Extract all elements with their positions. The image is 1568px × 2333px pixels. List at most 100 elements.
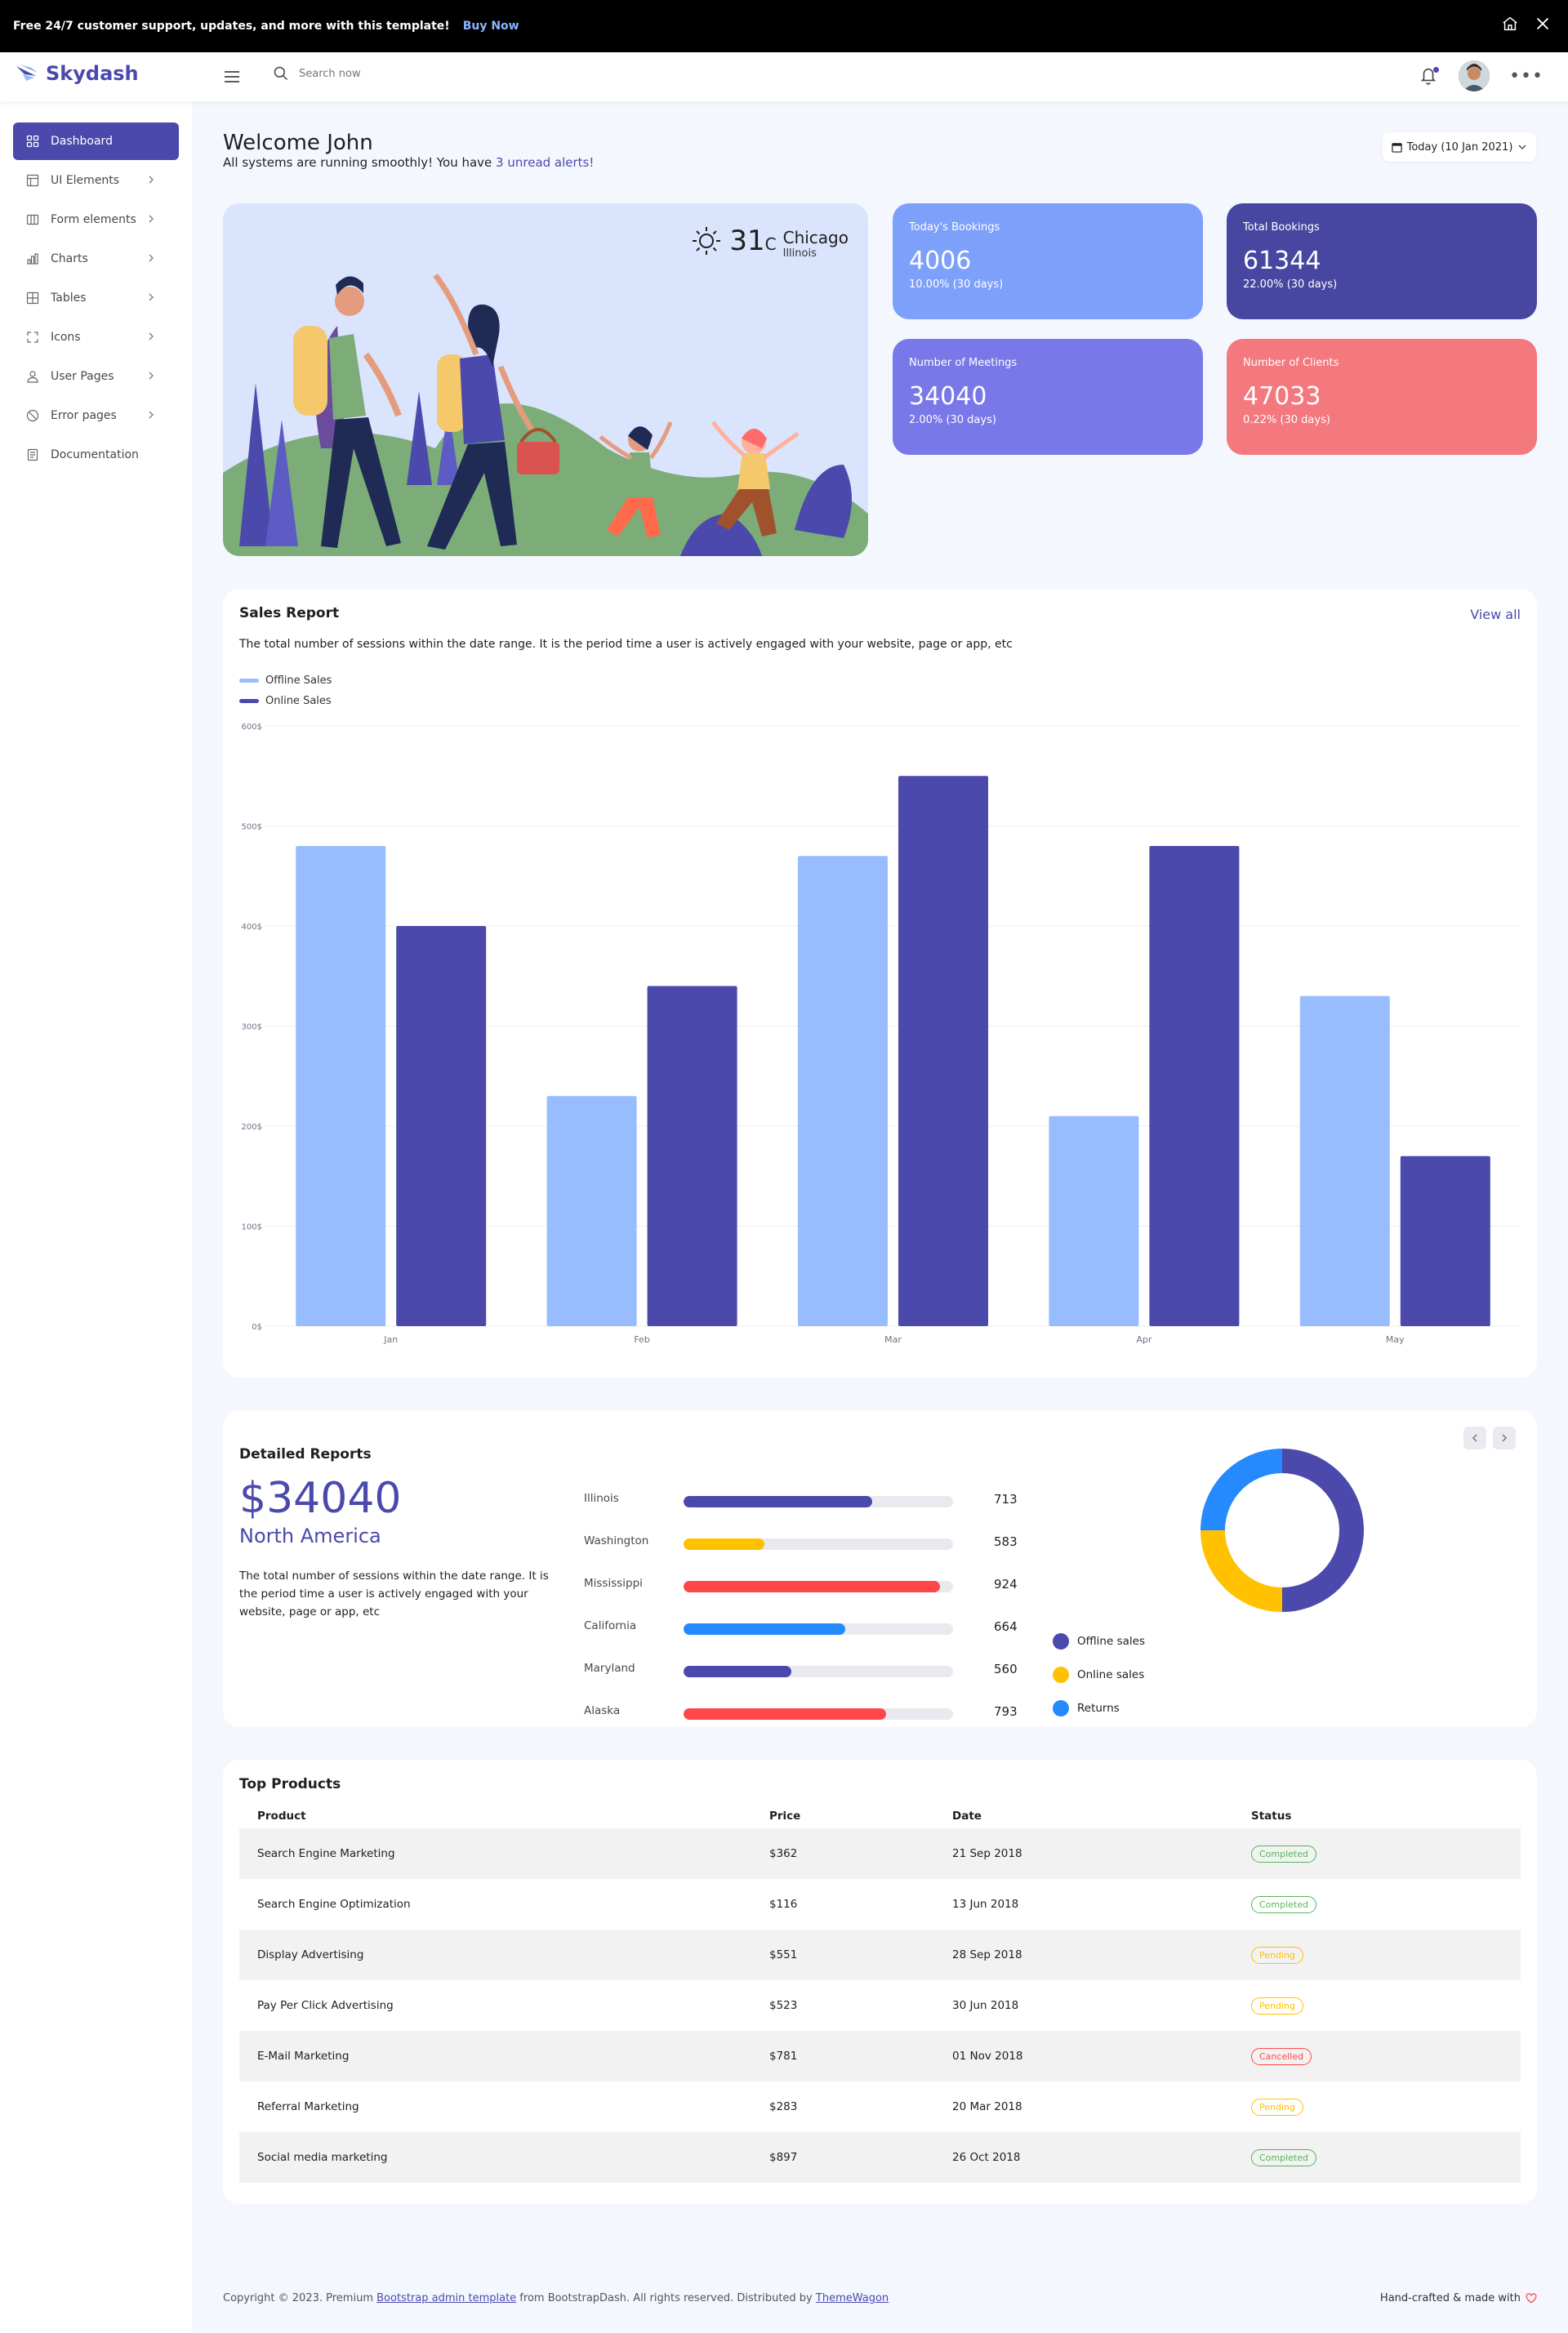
region-progress-fill: [684, 1538, 764, 1550]
status-badge: Completed: [1251, 1845, 1316, 1863]
legend-swatch: [239, 699, 259, 703]
promo-banner: Free 24/7 customer support, updates, and…: [0, 0, 1568, 52]
chevron-right-icon: [149, 332, 154, 341]
bar-online-feb[interactable]: [647, 986, 737, 1327]
stat-subtext: 22.00% (30 days): [1243, 278, 1338, 291]
status-badge: Completed: [1251, 1895, 1316, 1913]
heart-icon: [1526, 2293, 1537, 2304]
bar-offline-may[interactable]: [1299, 995, 1390, 1326]
sidebar-item-tables[interactable]: Tables: [13, 279, 179, 317]
view-all-link[interactable]: View all: [1470, 607, 1521, 622]
stat-label: Number of Clients: [1243, 357, 1339, 369]
table-header-row: Product Price Date Status: [239, 1804, 1521, 1828]
carousel-prev-button[interactable]: [1463, 1427, 1486, 1449]
cell-status: Cancelled: [1233, 2031, 1521, 2081]
cell-price: $897: [751, 2132, 934, 2183]
bar-offline-mar[interactable]: [798, 856, 888, 1326]
bar-online-apr[interactable]: [1149, 846, 1240, 1326]
date-label: Today (10 Jan 2021): [1406, 140, 1513, 154]
donut-segment-offline-sales[interactable]: [1282, 1449, 1364, 1612]
sidebar-item-documentation[interactable]: Documentation: [13, 436, 179, 474]
bar-offline-feb[interactable]: [546, 1096, 637, 1326]
donut-legend-label: Offline sales: [1077, 1634, 1145, 1648]
y-tick-label: 600$: [242, 723, 262, 732]
bar-online-mar[interactable]: [898, 776, 988, 1326]
date-dropdown-button[interactable]: Today (10 Jan 2021): [1383, 132, 1536, 162]
region-progress-fill: [684, 1581, 940, 1592]
cell-status: Pending: [1233, 1980, 1521, 2031]
region-value: 583: [994, 1534, 1018, 1549]
cell-date: 28 Sep 2018: [934, 1930, 1233, 1980]
donut-legend-dot: [1053, 1632, 1069, 1650]
region-name: Illinois: [584, 1492, 619, 1505]
chevron-right-icon: [149, 215, 154, 223]
sidebar-item-label: Charts: [51, 252, 88, 265]
sidebar-item-dashboard[interactable]: Dashboard: [13, 122, 179, 160]
stat-label: Total Bookings: [1243, 221, 1320, 234]
donut-legend-item: Returns: [1053, 1691, 1145, 1725]
donut-segment-returns[interactable]: [1200, 1449, 1282, 1530]
column-header-status: Status: [1251, 1810, 1292, 1823]
status-badge: Pending: [1251, 2098, 1303, 2116]
bar-online-may[interactable]: [1400, 1155, 1490, 1326]
region-progress-track: [684, 1581, 953, 1592]
home-icon[interactable]: [1501, 15, 1519, 33]
cell-price: $781: [751, 2031, 934, 2081]
menu-toggle-icon[interactable]: [222, 69, 242, 85]
cell-price: $283: [769, 2100, 798, 2113]
donut-segment-online-sales[interactable]: [1200, 1530, 1282, 1612]
region-value: 924: [994, 1577, 1018, 1592]
sidebar-item-user-pages[interactable]: User Pages: [13, 358, 179, 395]
weather-card: 31C Chicago Illinois: [223, 203, 868, 556]
region-progress-track: [684, 1708, 953, 1720]
user-avatar[interactable]: [1459, 60, 1490, 91]
notifications-button[interactable]: [1419, 65, 1440, 87]
footer-copyright-middle: from BootstrapDash. All rights reserved.…: [516, 2292, 816, 2304]
y-tick-label: 200$: [242, 1123, 262, 1132]
sidebar-item-error-pages[interactable]: Error pages: [13, 397, 179, 434]
sidebar-item-label: Form elements: [51, 213, 136, 226]
unread-alerts-link[interactable]: 3 unread alerts!: [496, 155, 595, 170]
close-icon[interactable]: [1534, 15, 1552, 33]
table-row: Search Engine Marketing $362 21 Sep 2018 Co…: [239, 1828, 1521, 1879]
welcome-title: Welcome John: [223, 131, 373, 155]
promo-text: Free 24/7 customer support, updates, and…: [13, 20, 450, 33]
search-input[interactable]: [299, 67, 544, 80]
buy-now-link[interactable]: Buy Now: [462, 20, 519, 33]
bar-online-jan[interactable]: [396, 926, 487, 1326]
region-progress-track: [684, 1496, 953, 1507]
footer-themewagon-link[interactable]: ThemeWagon: [815, 2292, 889, 2304]
temperature-unit: C: [764, 234, 777, 254]
footer-template-link[interactable]: Bootstrap admin template: [376, 2292, 517, 2304]
region-value: 664: [994, 1619, 1018, 1634]
sidebar-item-ui-elements[interactable]: UI Elements: [13, 162, 179, 199]
stat-subtext: 2.00% (30 days): [909, 414, 996, 426]
notification-dot: [1433, 67, 1440, 73]
sidebar-item-form-elements[interactable]: Form elements: [13, 201, 179, 238]
more-options-icon[interactable]: •••: [1509, 65, 1544, 87]
donut-legend-dot: [1053, 1699, 1069, 1716]
cell-price: $523: [769, 1999, 798, 2012]
y-tick-label: 300$: [242, 1023, 262, 1032]
footer: Copyright © 2023. Premium Bootstrap admi…: [223, 2292, 1537, 2304]
chevron-right-icon: [149, 411, 154, 419]
cell-status: Completed: [1233, 2132, 1521, 2183]
bar-offline-jan[interactable]: [296, 846, 386, 1326]
cell-product: Referral Marketing: [257, 2100, 359, 2113]
region-name: Mississippi: [584, 1577, 643, 1590]
stat-card-number-of-clients: Number of Clients 47033 0.22% (30 days): [1227, 339, 1537, 455]
search-bar: [273, 65, 544, 82]
bar-offline-apr[interactable]: [1049, 1115, 1139, 1326]
legend-item-offline: Offline Sales: [239, 670, 332, 691]
brand-logo[interactable]: Skydash: [15, 62, 139, 85]
cell-product: Pay Per Click Advertising: [257, 1999, 394, 2012]
donut-legend-item: Online sales: [1053, 1658, 1145, 1691]
sidebar-item-icons[interactable]: Icons: [13, 318, 179, 356]
status-badge: Cancelled: [1251, 2047, 1312, 2065]
footer-handcrafted-text: Hand-crafted & made with: [1379, 2292, 1521, 2304]
carousel-next-button[interactable]: [1493, 1427, 1516, 1449]
region-value: 560: [994, 1662, 1018, 1676]
cell-product: Search Engine Marketing: [239, 1828, 751, 1879]
chevron-right-icon: [149, 254, 154, 262]
sidebar-item-charts[interactable]: Charts: [13, 240, 179, 278]
